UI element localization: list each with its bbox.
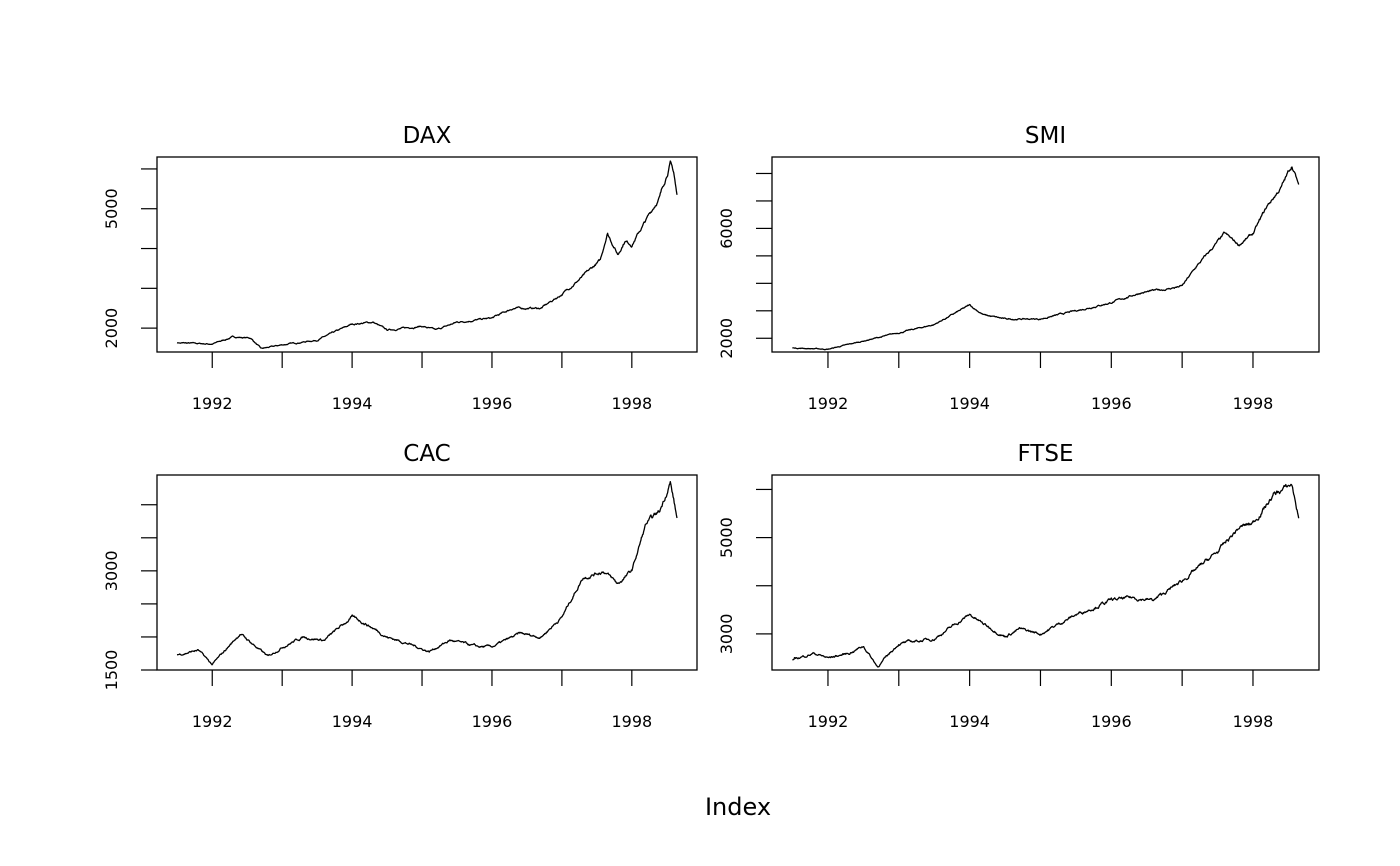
x-tick-label: 1994 bbox=[949, 394, 990, 413]
x-tick-label: 1994 bbox=[949, 712, 990, 731]
x-tick-label: 1996 bbox=[1091, 394, 1132, 413]
panel-smi: SMI 1992 1994 1996 1998 2000 6000 bbox=[717, 123, 1320, 413]
series-line-smi bbox=[792, 166, 1300, 351]
plot-frame bbox=[771, 474, 1320, 671]
y-tick-label: 3000 bbox=[717, 614, 736, 655]
x-tick-label: 1992 bbox=[808, 712, 849, 731]
panel-title: SMI bbox=[1025, 123, 1066, 149]
x-tick-label: 1998 bbox=[1233, 712, 1274, 731]
panel-ftse: FTSE 1992 1994 1996 1998 3000 5000 bbox=[717, 441, 1320, 731]
plot-frame bbox=[156, 156, 698, 353]
y-tick-label: 5000 bbox=[102, 188, 121, 229]
x-tick-label: 1992 bbox=[192, 394, 233, 413]
panel-title: FTSE bbox=[1017, 441, 1073, 467]
x-axis-label: Index bbox=[705, 793, 771, 821]
y-tick-label: 2000 bbox=[717, 318, 736, 359]
y-tick-label: 3000 bbox=[102, 550, 121, 591]
x-tick-label: 1992 bbox=[808, 394, 849, 413]
y-tick-label: 2000 bbox=[102, 308, 121, 349]
panel-title: DAX bbox=[403, 123, 452, 149]
y-tick-label: 1500 bbox=[102, 650, 121, 691]
plot-frame bbox=[771, 156, 1320, 353]
y-tick-label: 6000 bbox=[717, 208, 736, 249]
x-tick-label: 1994 bbox=[332, 712, 373, 731]
x-tick-label: 1996 bbox=[472, 394, 513, 413]
panel-cac: CAC 1992 1994 1996 1998 1500 3000 bbox=[102, 441, 698, 731]
plot-frame bbox=[156, 474, 698, 671]
x-tick-label: 1998 bbox=[611, 712, 652, 731]
series-line-dax bbox=[176, 160, 678, 349]
x-tick-label: 1996 bbox=[472, 712, 513, 731]
y-tick-label: 5000 bbox=[717, 517, 736, 558]
x-tick-label: 1994 bbox=[332, 394, 373, 413]
series-line-ftse bbox=[792, 483, 1300, 668]
x-tick-label: 1998 bbox=[611, 394, 652, 413]
panel-dax: DAX 1992 1994 1996 1998 2000 5000 bbox=[102, 123, 698, 413]
series-line-cac bbox=[176, 480, 678, 666]
panel-title: CAC bbox=[403, 441, 450, 467]
x-tick-label: 1996 bbox=[1091, 712, 1132, 731]
x-tick-label: 1998 bbox=[1233, 394, 1274, 413]
x-tick-label: 1992 bbox=[192, 712, 233, 731]
